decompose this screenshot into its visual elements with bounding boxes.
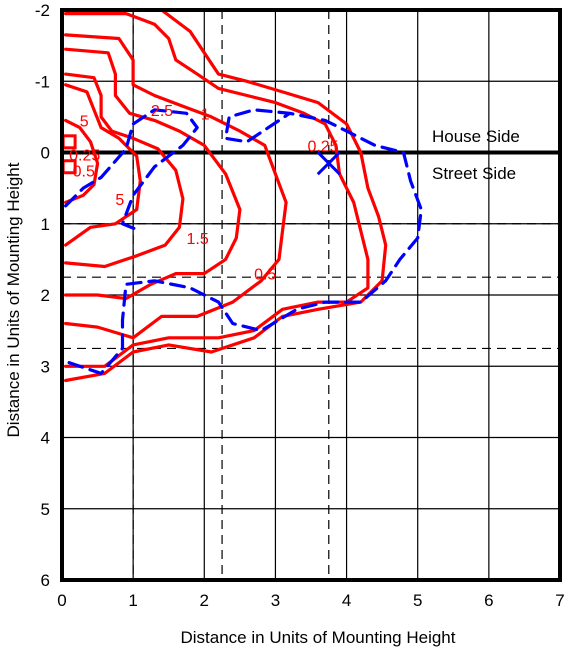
house-side-label: House Side: [432, 127, 520, 146]
y-tick-label: 1: [41, 215, 50, 234]
y-tick-label: 6: [41, 571, 50, 590]
y-tick-label: -2: [35, 1, 50, 20]
x-tick-label: 1: [128, 591, 137, 610]
x-tick-label: 7: [555, 591, 564, 610]
x-tick-label: 0: [57, 591, 66, 610]
contour-value-label: 1.5: [187, 231, 209, 248]
y-tick-label: 5: [41, 500, 50, 519]
isofootcandle-line: [63, 33, 288, 340]
contour-value-label: 2.5: [151, 103, 173, 120]
isofootcandle-line: [63, 72, 185, 269]
x-tick-label: 2: [200, 591, 209, 610]
area-boundary-line: [67, 108, 423, 375]
contour-value-label: 1: [201, 106, 210, 123]
luminaire-marker: [61, 134, 77, 150]
contour-value-label: 5: [80, 113, 89, 130]
isofootcandle-line: [63, 12, 370, 368]
plot-border: [60, 8, 562, 582]
isofootcandle-line: [63, 83, 142, 247]
aiming-point-marker: [316, 151, 341, 176]
isofootcandle-line: [63, 118, 100, 204]
area-boundary-line: [63, 108, 199, 233]
series-layer: [61, 8, 423, 383]
x-tick-label: 3: [271, 591, 280, 610]
isofootcandle-line: [63, 8, 388, 383]
contour-label-layer: 2.5 150.250.250.551.50.5: [69, 103, 339, 284]
grid-layer: [62, 10, 560, 580]
y-tick-label: 4: [41, 429, 50, 448]
x-tick-label: 5: [413, 591, 422, 610]
tick-label-layer: 0 1 2 3 4 5 6 7 -2 -1 0 1 2 3 4 5 6: [35, 1, 565, 610]
y-tick-label: 2: [41, 286, 50, 305]
contour-value-label: 5: [115, 192, 124, 209]
y-tick-label: 3: [41, 357, 50, 376]
x-tick-label: 6: [484, 591, 493, 610]
street-side-label: Street Side: [432, 164, 516, 183]
isofootcandle-line: [63, 47, 242, 301]
contour-value-label: 0.5: [254, 267, 276, 284]
x-tick-label: 4: [342, 591, 351, 610]
y-axis-title: Distance in Units of Mounting Height: [4, 162, 23, 437]
contour-value-label: 0.25: [69, 148, 100, 165]
plot-frame: [60, 8, 562, 582]
y-tick-label: -1: [35, 72, 50, 91]
contour-value-label: 0.25: [307, 138, 338, 155]
y-tick-label: 0: [41, 144, 50, 163]
x-axis-title: Distance in Units of Mounting Height: [181, 628, 456, 647]
contour-value-label: 0.5: [73, 163, 95, 180]
